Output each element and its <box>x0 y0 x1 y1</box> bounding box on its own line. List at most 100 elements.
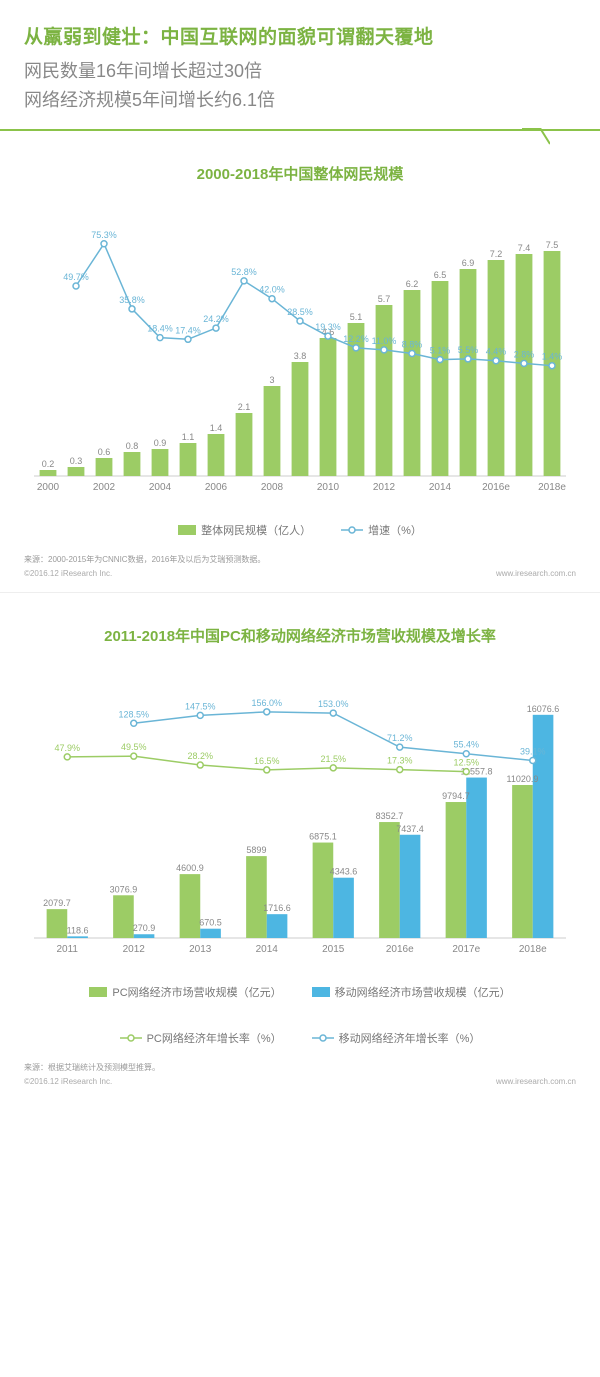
legend-line-pc: PC网络经济年增长率（%） <box>120 1030 282 1046</box>
copyright-left-2: ©2016.12 iResearch Inc. <box>24 1077 112 1086</box>
page-title: 从羸弱到健壮：中国互联网的面貌可谓翻天覆地 <box>24 22 576 49</box>
svg-text:2.1: 2.1 <box>238 402 251 412</box>
svg-text:4600.9: 4600.9 <box>176 863 204 873</box>
svg-text:47.9%: 47.9% <box>54 742 80 752</box>
svg-text:5.1%: 5.1% <box>430 345 451 355</box>
svg-text:2016e: 2016e <box>386 944 414 955</box>
legend-line-label: 增速（%） <box>368 522 422 538</box>
svg-text:2018e: 2018e <box>519 944 547 955</box>
svg-text:16076.6: 16076.6 <box>527 703 560 713</box>
svg-text:11020.9: 11020.9 <box>507 774 539 784</box>
svg-text:5.7: 5.7 <box>378 294 391 304</box>
svg-text:0.8: 0.8 <box>126 441 139 451</box>
legend-line: 增速（%） <box>341 522 422 538</box>
legend-line-pc-label: PC网络经济年增长率（%） <box>147 1030 282 1046</box>
legend-bar-label: 整体网民规模（亿人） <box>201 522 311 538</box>
svg-text:8.8%: 8.8% <box>402 339 423 349</box>
copyright-right: www.iresearch.com.cn <box>496 569 576 578</box>
svg-text:128.5%: 128.5% <box>118 709 149 719</box>
svg-text:4343.6: 4343.6 <box>330 866 358 876</box>
svg-text:2012: 2012 <box>373 482 396 493</box>
chart1-legend: 整体网民规模（亿人） 增速（%） <box>24 522 576 538</box>
svg-text:5899: 5899 <box>246 845 266 855</box>
svg-text:19.3%: 19.3% <box>315 322 341 332</box>
svg-text:21.5%: 21.5% <box>320 753 346 763</box>
chart2-copyright: ©2016.12 iResearch Inc. www.iresearch.co… <box>0 1075 600 1100</box>
svg-text:12.2%: 12.2% <box>343 333 369 343</box>
svg-text:156.0%: 156.0% <box>251 697 282 707</box>
chart1-source: 来源：2000-2015年为CNNIC数据，2016年及以后为艾瑞预测数据。 <box>0 548 600 567</box>
svg-text:3076.9: 3076.9 <box>110 884 138 894</box>
svg-text:2014: 2014 <box>256 944 279 955</box>
svg-text:1.1: 1.1 <box>182 432 195 442</box>
chart2-legend: PC网络经济市场营收规模（亿元） 移动网络经济市场营收规模（亿元） PC网络经济… <box>50 984 550 1046</box>
svg-text:153.0%: 153.0% <box>318 699 349 709</box>
svg-text:2017e: 2017e <box>452 944 480 955</box>
svg-text:4.4%: 4.4% <box>486 346 507 356</box>
svg-text:8352.7: 8352.7 <box>376 811 404 821</box>
svg-text:11.0%: 11.0% <box>372 335 397 345</box>
copyright-left: ©2016.12 iResearch Inc. <box>24 569 112 578</box>
header: 从羸弱到健壮：中国互联网的面貌可谓翻天覆地 网民数量16年间增长超过30倍 网络… <box>0 0 600 131</box>
legend-line-mobile: 移动网络经济年增长率（%） <box>312 1030 481 1046</box>
svg-text:7.2: 7.2 <box>490 249 503 259</box>
svg-text:24.2%: 24.2% <box>203 314 229 324</box>
svg-text:670.5: 670.5 <box>199 917 222 927</box>
svg-text:2013: 2013 <box>189 944 212 955</box>
svg-text:2008: 2008 <box>261 482 284 493</box>
legend-line-mobile-label: 移动网络经济年增长率（%） <box>339 1030 481 1046</box>
svg-text:0.3: 0.3 <box>70 456 83 466</box>
bar-swatch-icon <box>178 525 196 535</box>
svg-text:7.5: 7.5 <box>546 240 559 250</box>
legend-bar-pc: PC网络经济市场营收规模（亿元） <box>89 984 281 1000</box>
svg-text:71.2%: 71.2% <box>387 733 413 743</box>
legend-bar-mobile: 移动网络经济市场营收规模（亿元） <box>312 984 511 1000</box>
svg-text:39.1%: 39.1% <box>520 746 546 756</box>
svg-text:2079.7: 2079.7 <box>43 898 71 908</box>
legend-bar-pc-label: PC网络经济市场营收规模（亿元） <box>112 984 281 1000</box>
chart1-title: 2000-2018年中国整体网民规模 <box>24 163 576 184</box>
svg-text:17.3%: 17.3% <box>387 755 413 765</box>
svg-text:3: 3 <box>269 375 274 385</box>
svg-text:12.5%: 12.5% <box>453 757 479 767</box>
chart2-title: 2011-2018年中国PC和移动网络经济市场营收规模及增长率 <box>24 625 576 646</box>
svg-text:2011: 2011 <box>56 944 78 955</box>
svg-text:118.6: 118.6 <box>67 925 89 935</box>
svg-text:5.5%: 5.5% <box>458 345 479 355</box>
svg-text:5.1: 5.1 <box>350 312 363 322</box>
svg-text:28.2%: 28.2% <box>187 751 213 761</box>
chart2-block: 2011-2018年中国PC和移动网络经济市场营收规模及增长率 2079.7 11… <box>0 593 600 1056</box>
svg-text:6.5: 6.5 <box>434 270 447 280</box>
svg-text:0.2: 0.2 <box>42 459 55 469</box>
svg-text:49.7%: 49.7% <box>63 272 89 282</box>
svg-text:2016e: 2016e <box>482 482 510 493</box>
svg-text:42.0%: 42.0% <box>259 284 285 294</box>
bar-pc-swatch-icon <box>89 987 107 997</box>
bar-mobile-swatch-icon <box>312 987 330 997</box>
svg-text:270.9: 270.9 <box>133 923 156 933</box>
svg-text:2006: 2006 <box>205 482 228 493</box>
svg-text:17.4%: 17.4% <box>175 325 201 335</box>
svg-text:18.4%: 18.4% <box>147 323 173 333</box>
svg-text:3.8: 3.8 <box>294 351 307 361</box>
svg-text:2004: 2004 <box>149 482 172 493</box>
svg-text:7437.4: 7437.4 <box>396 823 424 833</box>
svg-text:28.5%: 28.5% <box>287 307 313 317</box>
svg-text:147.5%: 147.5% <box>185 701 216 711</box>
svg-text:35.8%: 35.8% <box>119 295 145 305</box>
subtitle-2: 网络经济规模5年间增长约6.1倍 <box>24 86 576 115</box>
line-mobile-swatch-icon <box>312 1033 334 1043</box>
svg-text:2018e: 2018e <box>538 482 566 493</box>
svg-text:6.9: 6.9 <box>462 258 475 268</box>
svg-text:0.9: 0.9 <box>154 438 167 448</box>
chart2-source: 来源：根据艾瑞统计及预测模型推算。 <box>0 1056 600 1075</box>
svg-text:2.8%: 2.8% <box>514 349 535 359</box>
svg-text:7.4: 7.4 <box>518 243 531 253</box>
svg-text:2002: 2002 <box>93 482 116 493</box>
svg-text:6.2: 6.2 <box>406 279 419 289</box>
svg-text:2000: 2000 <box>37 482 60 493</box>
svg-text:2014: 2014 <box>429 482 452 493</box>
chart1-copyright: ©2016.12 iResearch Inc. www.iresearch.co… <box>0 567 600 593</box>
svg-text:52.8%: 52.8% <box>231 266 257 276</box>
chart1-block: 2000-2018年中国整体网民规模 0.220000.30.620020.80… <box>0 131 600 548</box>
